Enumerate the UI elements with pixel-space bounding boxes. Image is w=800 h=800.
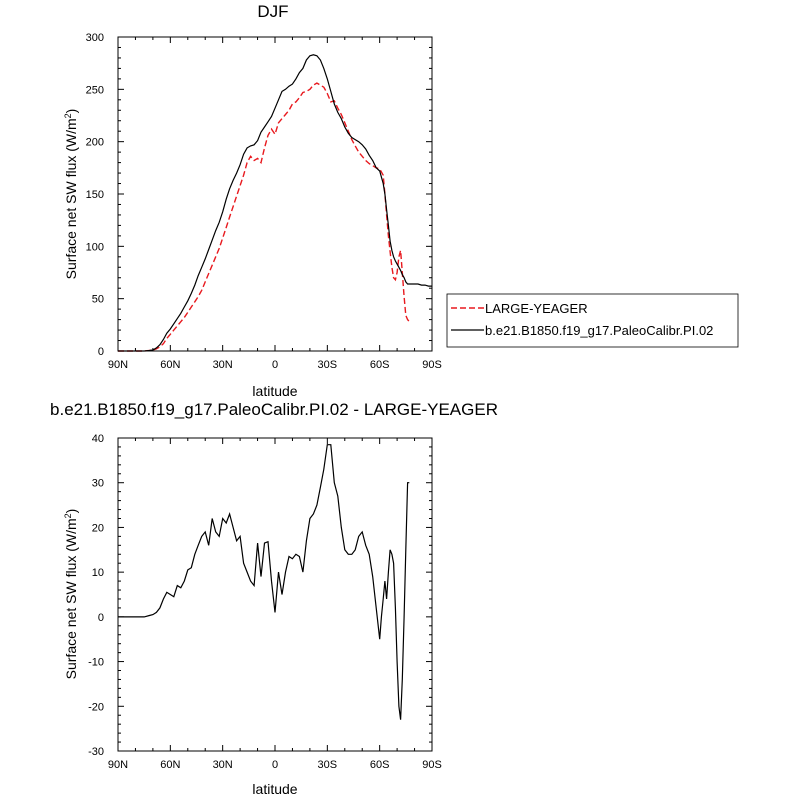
top-axes-group: 90N 60N 30N 0 30S 60S 90S 0 50 100 150 200 250 300 [86, 32, 442, 371]
bottom-x-tick-label: 0 [272, 759, 278, 771]
bottom-y-tick-label: 40 [92, 433, 104, 445]
top-chart-title: DJF [257, 2, 288, 21]
top-y-tick-label: 300 [86, 32, 104, 44]
bottom-series-line-0 [118, 444, 410, 720]
bottom-y-tick-label: 0 [98, 612, 104, 624]
top-y-tick-label: 200 [86, 137, 104, 149]
top-y-tick-label: 100 [86, 241, 104, 253]
bottom-axes-group: 90N 60N 30N 0 30S 60S 90S -30 -20 -10 0 10 20 30 40 [88, 433, 442, 771]
bottom-x-tick-label: 90S [422, 759, 442, 771]
bottom-x-tick-label: 90N [108, 759, 128, 771]
bottom-series-group [118, 444, 410, 720]
top-x-tick-label: 60S [370, 359, 390, 371]
bottom-x-axis-title: latitude [252, 781, 297, 797]
bottom-y-tick-label: 20 [92, 522, 104, 534]
top-series-line-0 [118, 82, 410, 352]
bottom-panel: b.e21.B1850.f19_g17.PaleoCalibr.PI.02 - … [50, 400, 498, 797]
bottom-x-tick-label: 60S [370, 759, 390, 771]
legend-box [446, 293, 739, 348]
bottom-chart-title: b.e21.B1850.f19_g17.PaleoCalibr.PI.02 - … [50, 400, 498, 419]
bottom-y-tick-label: -10 [88, 657, 104, 669]
top-x-tick-label: 0 [272, 359, 278, 371]
top-series-group [118, 54, 432, 352]
bottom-x-tick-label: 30N [213, 759, 233, 771]
bottom-y-axis-title: Surface net SW flux (W/m2) [63, 509, 79, 680]
bottom-y-tick-label: -20 [88, 701, 104, 713]
top-y-axis-title: Surface net SW flux (W/m2) [63, 109, 79, 280]
top-y-tick-label: 250 [86, 84, 104, 96]
bottom-y-tick-label: 30 [92, 478, 104, 490]
bottom-y-tick-label: 10 [92, 567, 104, 579]
top-y-tick-label: 0 [98, 346, 104, 358]
top-x-axis-title: latitude [252, 383, 297, 399]
top-x-tick-label: 90N [108, 359, 128, 371]
top-y-tick-label: 50 [92, 294, 104, 306]
legend-label-large-yeager: LARGE-YEAGER [485, 301, 588, 316]
bottom-y-tick-label: -30 [88, 746, 104, 758]
legend-label-pi02: b.e21.B1850.f19_g17.PaleoCalibr.PI.02 [485, 323, 713, 338]
bottom-x-tick-label: 60N [160, 759, 180, 771]
bottom-x-tick-label: 30S [318, 759, 338, 771]
top-series-line-1 [118, 54, 432, 352]
top-panel: DJF 90N 60N 30N 0 30S 60S 90S 0 50 100 150 200 250 30… [63, 2, 739, 399]
top-x-tick-label: 30S [318, 359, 338, 371]
legend: LARGE-YEAGER b.e21.B1850.f19_g17.PaleoCa… [446, 293, 739, 348]
top-x-tick-label: 60N [160, 359, 180, 371]
top-x-tick-label: 90S [422, 359, 442, 371]
top-x-tick-label: 30N [213, 359, 233, 371]
top-y-tick-label: 150 [86, 189, 104, 201]
